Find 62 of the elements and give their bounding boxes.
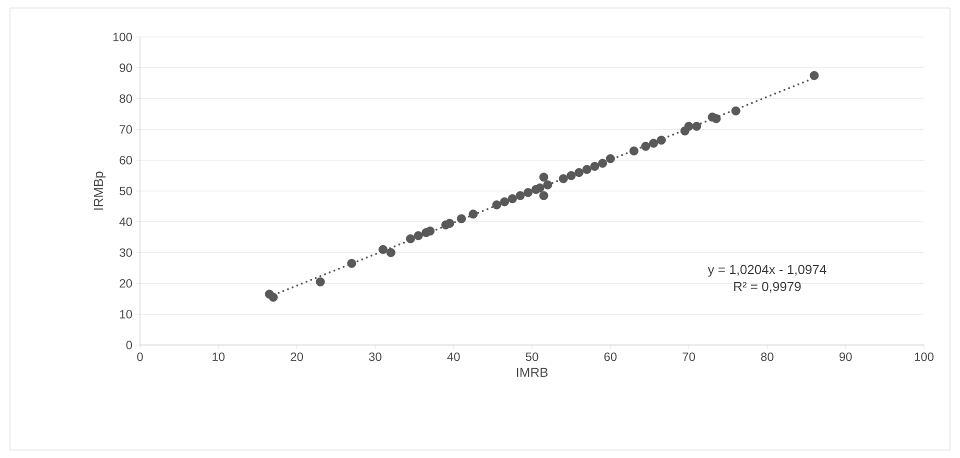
point [656, 136, 666, 145]
point [629, 146, 638, 156]
point [543, 180, 552, 190]
point [641, 142, 650, 151]
point [582, 164, 592, 174]
x-axis-title: IMRB [516, 368, 548, 377]
x-tick-label: 0 [137, 352, 143, 362]
x-tick-label: 40 [447, 352, 460, 362]
point [649, 138, 658, 148]
x-tick-label: 80 [761, 352, 774, 362]
point [684, 122, 694, 131]
annotation: R² = 0,9979 [734, 282, 801, 293]
y-tick-label: 70 [120, 125, 132, 134]
y-tick-label: 40 [119, 218, 132, 226]
point [406, 234, 415, 244]
point [378, 245, 388, 254]
point [574, 168, 584, 178]
point [268, 292, 278, 302]
point [492, 200, 502, 210]
x-tick-label: 50 [526, 352, 538, 362]
x-tick-label: 100 [914, 352, 934, 362]
point [810, 71, 819, 80]
y-tick-label: 80 [120, 94, 132, 103]
point [606, 154, 615, 164]
point [468, 210, 478, 219]
point [524, 188, 533, 198]
x-tick-label: 20 [290, 352, 304, 362]
point [508, 194, 517, 204]
point [445, 218, 454, 228]
point [535, 183, 544, 192]
point [558, 174, 568, 184]
point [347, 258, 356, 268]
annotation: y = 1,0204x - 1,0974 [708, 264, 826, 277]
point [500, 197, 510, 206]
point [566, 171, 576, 180]
point [426, 226, 435, 236]
point [598, 158, 608, 168]
x-tick-label: 70 [682, 352, 696, 362]
x-tick-label: 30 [368, 352, 382, 362]
x-tick-label: 60 [604, 352, 617, 362]
point [386, 248, 396, 258]
point [731, 106, 740, 116]
y-tick-label: 100 [113, 32, 132, 42]
y-tick-label: 90 [120, 64, 132, 72]
y-tick-label: 10 [120, 310, 132, 318]
y-tick-label: 30 [120, 248, 132, 257]
y-tick-label: 50 [120, 186, 132, 196]
point [456, 214, 466, 224]
point [516, 191, 525, 200]
y-axis-title: IRMBp [94, 172, 106, 210]
y-tick-label: 0 [126, 340, 132, 350]
point [414, 231, 423, 240]
y-tick-label: 20 [120, 279, 132, 288]
x-tick-label: 90 [840, 352, 852, 362]
point [712, 114, 721, 124]
point [539, 191, 548, 200]
y-tick-label: 60 [120, 156, 132, 164]
point [316, 277, 325, 286]
point [590, 162, 600, 171]
point [692, 122, 702, 131]
x-tick-label: 10 [212, 352, 225, 362]
point [539, 172, 548, 182]
